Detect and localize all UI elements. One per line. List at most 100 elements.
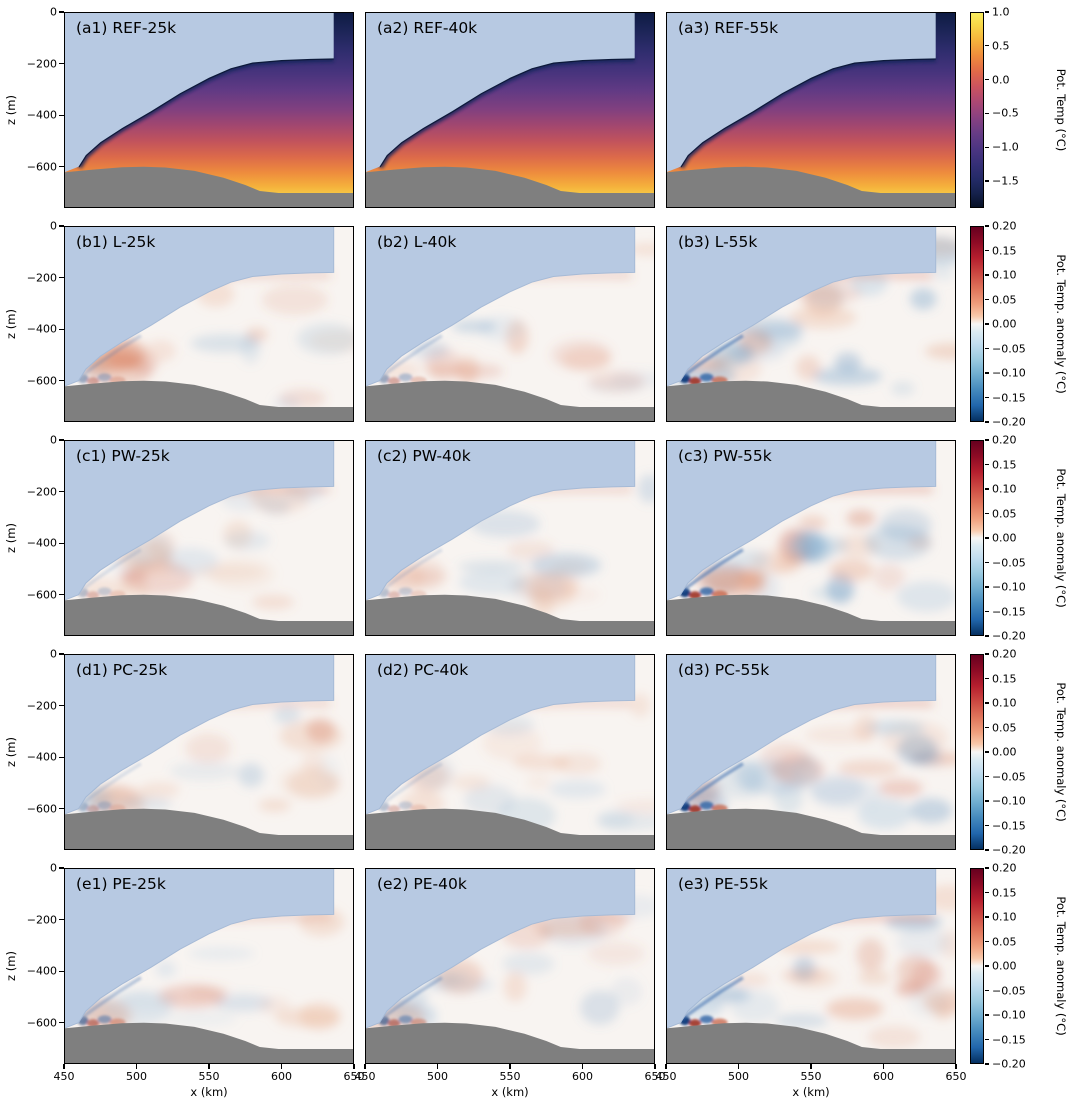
section-plot-b3 (666, 226, 956, 422)
colorbar-label: Pot. Temp. anomaly (°C) (1054, 896, 1068, 1036)
colorbar-tick-label: −0.15 (992, 605, 1026, 618)
y-tick-label: −400 (26, 964, 57, 978)
y-axis-label: z (m) (4, 523, 18, 553)
colorbar-tick-mark (985, 891, 989, 894)
section-plot-a2 (365, 12, 655, 208)
colorbar-tick-label: 0.00 (992, 317, 1017, 331)
colorbar-tick-mark (985, 849, 989, 851)
y-axis-gutter: z (m) 0 −200 −400 −600 (0, 6, 64, 208)
colorbar-tick-mark (985, 421, 989, 423)
colorbar-tick-mark (985, 78, 989, 81)
panel-label-c2: (c2) PW-40k (377, 447, 471, 465)
panel-label-d3: (d3) PC-55k (678, 661, 770, 679)
colorbar-tick-label: 0.15 (992, 886, 1017, 899)
colorbar-tick-label: −0.10 (992, 366, 1026, 380)
section-plot-b1 (64, 226, 354, 422)
panel-e1: (e1) PE-25k 450 500 550 600 650 x (km) (54, 867, 365, 1099)
colorbar-label: Pot. Temp. anomaly (°C) (1054, 254, 1068, 394)
colorbar-tick-mark (985, 561, 989, 564)
y-tick-mark (59, 1022, 64, 1024)
colorbar-tick-mark (985, 989, 989, 992)
y-tick-mark (59, 867, 64, 869)
y-tick-label: 0 (50, 647, 57, 661)
y-tick-mark (59, 594, 64, 596)
panel-label-d2: (d2) PC-40k (377, 661, 469, 679)
y-tick-mark (59, 756, 64, 758)
section-plot-a3 (666, 12, 956, 208)
x-tick-mark (63, 1064, 65, 1069)
y-tick-labels: 0 −200 −400 −600 (18, 862, 64, 1064)
x-axis-label: x (km) (491, 1085, 529, 1099)
colorbar-tick-mark (985, 824, 989, 827)
panel-c3: (c3) PW-55k (666, 440, 956, 636)
panel-a2: (a2) REF-40k (365, 12, 655, 208)
y-axis-gutter: z (m) 0 −200 −400 −600 (0, 862, 64, 1064)
colorbar-tick-label: −0.05 (992, 770, 1026, 783)
panel-b2: (b2) L-40k (365, 226, 655, 422)
section-plot-b2 (365, 226, 655, 422)
x-tick-mark (810, 1064, 812, 1069)
section-plot-e2 (365, 868, 655, 1064)
colorbar-block-anom-e: 0.20 0.15 0.10 0.05 0.00 −0.05 −0.10 −0.15 −0.20… (970, 862, 1074, 1071)
colorbar-tick-label: 0.00 (992, 745, 1017, 759)
x-tick-mark (509, 1064, 511, 1069)
x-tick-mark (581, 1064, 584, 1069)
colorbar-block-temp: 1.0 0.5 0.0 −0.5 −1.0 −1.5 Pot. Temp (°C) (970, 6, 1074, 208)
y-tick-mark (59, 62, 64, 65)
y-tick-label: 0 (50, 5, 57, 19)
panel-d1: (d1) PC-25k (59, 653, 354, 850)
panel-label-a1: (a1) REF-25k (76, 19, 177, 37)
x-tick-mark (135, 1064, 138, 1069)
colorbar-tick-mark (985, 463, 989, 466)
colorbar-tick-mark (985, 867, 989, 869)
x-tick-label: 600 (572, 1070, 593, 1083)
y-tick-label: −200 (26, 485, 57, 499)
colorbar-tick-label: −0.20 (992, 415, 1026, 429)
y-tick-label: −600 (26, 588, 57, 602)
x-tick-label: 650 (945, 1070, 967, 1083)
colorbar-ticks: 0.20 0.15 0.10 0.05 0.00 −0.05 −0.10 −0.15 −0.20 (970, 648, 1074, 857)
panel-a3: (a3) REF-55k (666, 12, 956, 208)
colorbar-tick-label: −0.10 (992, 794, 1026, 808)
colorbar-tick-mark (985, 225, 989, 227)
y-tick-labels: 0 −200 −400 −600 (18, 220, 64, 422)
colorbar-tick-mark (985, 488, 989, 490)
panel-label-d1: (d1) PC-25k (76, 661, 168, 679)
y-tick-mark (59, 653, 64, 655)
section-plot-e1 (64, 868, 354, 1064)
panel-label-c1: (c1) PW-25k (76, 447, 170, 465)
colorbar-block-anom-c: 0.20 0.15 0.10 0.05 0.00 −0.05 −0.10 −0.15 −0.20… (970, 434, 1074, 643)
colorbar-ticks: 0.20 0.15 0.10 0.05 0.00 −0.05 −0.10 −0.15 −0.20 (970, 434, 1074, 643)
colorbar-tick-label: −1.0 (992, 140, 1019, 154)
colorbar-tick-label: 0.00 (992, 531, 1017, 545)
colorbar-tick-mark (985, 347, 989, 350)
y-tick-mark (59, 704, 64, 707)
colorbar-tick-label: 1.0 (992, 5, 1010, 19)
x-tick-mark (353, 1064, 355, 1069)
section-plot-c2 (365, 440, 655, 636)
colorbar-tick-mark (985, 537, 989, 539)
colorbar-tick-label: −0.20 (992, 629, 1026, 643)
colorbar-tick-mark (985, 965, 989, 967)
y-axis-gutter: z (m) 0 −200 −400 −600 (0, 648, 64, 850)
y-tick-mark (59, 114, 64, 116)
figure-row-c: z (m) 0 −200 −400 −600 (c1) PW-25k (c2) PW-… (0, 434, 1089, 643)
section-plot-c3 (666, 440, 956, 636)
colorbar-ticks: 0.20 0.15 0.10 0.05 0.00 −0.05 −0.10 −0.15 −0.20 (970, 220, 1074, 429)
x-tick-label: 500 (728, 1070, 749, 1083)
colorbar-tick-label: −0.05 (992, 342, 1026, 355)
x-tick-mark (665, 1064, 667, 1069)
colorbar-block-anom-d: 0.20 0.15 0.10 0.05 0.00 −0.05 −0.10 −0.15 −0.20… (970, 648, 1074, 857)
y-tick-label: −400 (26, 322, 57, 336)
x-tick-mark (208, 1064, 210, 1069)
x-tick-mark (955, 1064, 957, 1069)
colorbar-tick-mark (985, 751, 989, 753)
panel-label-e2: (e2) PE-40k (377, 875, 467, 893)
panel-label-b3: (b3) L-55k (678, 233, 758, 251)
panel-label-e1: (e1) PE-25k (76, 875, 166, 893)
colorbar-tick-label: 0.05 (992, 293, 1017, 306)
colorbar-tick-label: −0.5 (992, 106, 1019, 120)
y-tick-mark (59, 166, 64, 168)
colorbar-tick-label: 0.20 (992, 861, 1017, 875)
colorbar-tick-mark (985, 298, 989, 301)
